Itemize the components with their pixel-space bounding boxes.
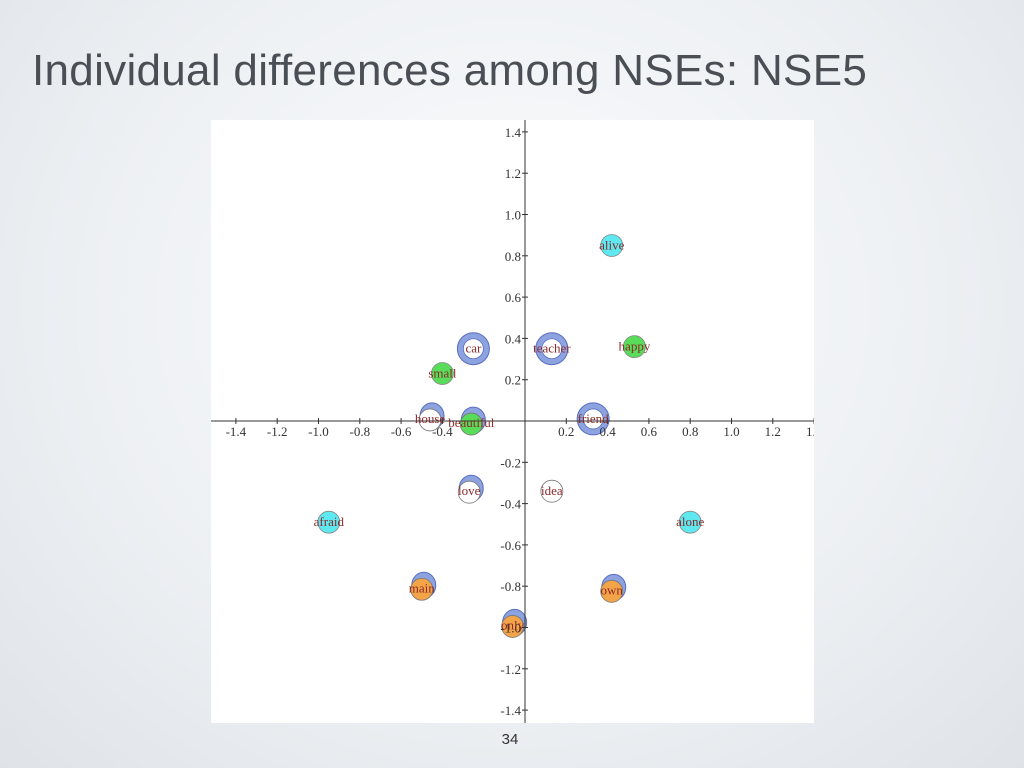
point-label-only: only xyxy=(501,617,525,632)
y-tick-label: -1.0 xyxy=(500,621,521,636)
y-tick-label: 1.2 xyxy=(505,166,521,181)
x-tick-label: -1.4 xyxy=(226,424,247,439)
x-tick-label: 1.4 xyxy=(806,424,814,439)
y-tick-label: 0.8 xyxy=(505,249,521,264)
point-label-afraid: afraid xyxy=(314,514,345,529)
point-label-car: car xyxy=(465,341,482,356)
point-dot xyxy=(317,510,341,534)
y-tick-label: -1.4 xyxy=(500,703,521,718)
x-tick-label: 1.0 xyxy=(723,424,739,439)
point-dot xyxy=(459,412,483,436)
point-afraid xyxy=(317,510,341,534)
slide-title: Individual differences among NSEs: NSE5 xyxy=(32,46,868,95)
point-dot xyxy=(410,577,434,601)
scatter-chart-panel: -1.4 -1.2 -1.0 -0.8 -0.6 -0.4 0.2 0.4 0.6 0.8 1.0 1… xyxy=(211,120,814,723)
point-dot xyxy=(582,408,604,430)
x-tick-label: 0.8 xyxy=(682,424,698,439)
y-tick-label: -0.4 xyxy=(500,497,521,512)
point-dot xyxy=(462,338,484,360)
point-alive xyxy=(600,234,624,257)
point-alone xyxy=(678,510,702,534)
point-dot xyxy=(540,479,564,503)
x-tick-label: -1.2 xyxy=(267,424,288,439)
point-dot xyxy=(501,615,525,638)
points-layer xyxy=(317,234,702,638)
point-label-idea: idea xyxy=(541,483,563,498)
point-label-happy: happy xyxy=(619,339,651,354)
point-dot xyxy=(418,408,442,432)
point-label-teacher: teacher xyxy=(533,341,571,356)
point-car xyxy=(456,332,490,366)
y-tick-label: 0.2 xyxy=(505,373,521,388)
point-label-alive: alive xyxy=(599,237,624,252)
point-love xyxy=(457,474,484,504)
point-happy xyxy=(623,335,646,359)
point-friend xyxy=(576,402,610,436)
point-house xyxy=(418,402,445,432)
y-tick-label: 0.6 xyxy=(505,290,522,305)
point-dot xyxy=(678,510,702,534)
x-tick-label: -1.0 xyxy=(308,424,329,439)
point-dot xyxy=(457,480,481,504)
point-label-house: house xyxy=(415,411,446,426)
point-dot xyxy=(600,579,624,603)
x-tick-label: 0.6 xyxy=(641,424,658,439)
point-label-friend: friend xyxy=(578,411,610,426)
point-dot xyxy=(623,335,646,359)
point-dot xyxy=(600,234,624,257)
point-labels-layer: alive car teacher happy small house beautiful f… xyxy=(314,237,705,632)
x-tick-label: -0.8 xyxy=(350,424,371,439)
y-tick-label: -0.8 xyxy=(500,579,521,594)
x-tick-label: -0.6 xyxy=(391,424,412,439)
point-label-own: own xyxy=(601,582,624,597)
x-tick-label: 0.2 xyxy=(558,424,574,439)
point-beautiful xyxy=(459,406,486,436)
point-label-beautiful: beautiful xyxy=(448,415,495,430)
point-label-small: small xyxy=(428,366,457,381)
x-tick-label: 1.2 xyxy=(765,424,781,439)
axes-layer: -1.4 -1.2 -1.0 -0.8 -0.6 -0.4 0.2 0.4 0.6 0.8 1.0 1… xyxy=(211,120,814,723)
y-tick-label: -1.2 xyxy=(500,662,521,677)
point-teacher xyxy=(535,332,569,366)
point-own xyxy=(600,573,627,603)
x-tick-label: 0.4 xyxy=(599,424,616,439)
point-label-main: main xyxy=(409,580,435,595)
y-tick-label: -0.2 xyxy=(500,455,521,470)
point-dot xyxy=(541,338,563,360)
y-tick-label: 0.4 xyxy=(505,331,522,346)
point-idea xyxy=(540,479,564,503)
point-dot xyxy=(430,362,454,385)
y-tick-label: -0.6 xyxy=(500,538,521,553)
point-main xyxy=(410,571,437,601)
point-label-alone: alone xyxy=(676,514,704,529)
y-tick-label: 1.4 xyxy=(505,125,522,140)
scatter-chart: -1.4 -1.2 -1.0 -0.8 -0.6 -0.4 0.2 0.4 0.6 0.8 1.0 1… xyxy=(211,120,814,723)
point-label-love: love xyxy=(458,483,481,498)
page-number: 34 xyxy=(501,731,519,748)
point-small xyxy=(430,362,454,385)
x-tick-label: -0.4 xyxy=(432,424,453,439)
y-tick-label: 1.0 xyxy=(505,208,521,223)
point-only xyxy=(501,608,528,638)
